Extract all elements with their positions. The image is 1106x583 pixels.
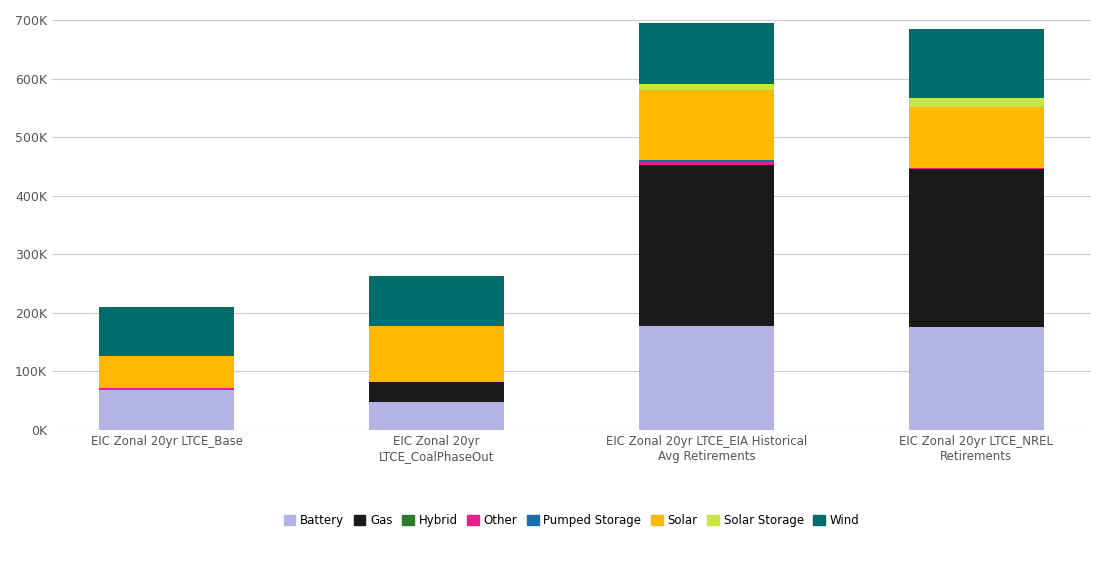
Bar bbox=[369, 326, 504, 382]
Bar bbox=[369, 402, 504, 430]
Bar bbox=[909, 107, 1044, 168]
Bar bbox=[909, 327, 1044, 430]
Bar bbox=[909, 169, 1044, 327]
Bar bbox=[639, 160, 774, 161]
Bar bbox=[639, 164, 774, 325]
Bar bbox=[909, 168, 1044, 169]
Bar bbox=[369, 276, 504, 326]
Bar bbox=[909, 98, 1044, 107]
Bar bbox=[639, 23, 774, 85]
Legend: Battery, Gas, Hybrid, Other, Pumped Storage, Solar, Solar Storage, Wind: Battery, Gas, Hybrid, Other, Pumped Stor… bbox=[279, 510, 864, 532]
Bar bbox=[639, 161, 774, 164]
Bar bbox=[639, 90, 774, 160]
Bar bbox=[100, 356, 234, 388]
Bar bbox=[100, 391, 234, 430]
Bar bbox=[100, 307, 234, 356]
Bar bbox=[639, 325, 774, 430]
Bar bbox=[100, 388, 234, 391]
Bar bbox=[369, 382, 504, 402]
Bar bbox=[909, 29, 1044, 98]
Bar bbox=[639, 85, 774, 90]
